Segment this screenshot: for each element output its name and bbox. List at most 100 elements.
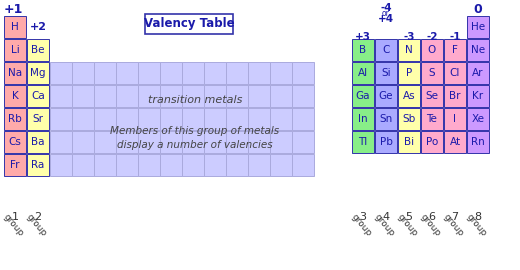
- FancyBboxPatch shape: [270, 108, 292, 130]
- Text: -1: -1: [449, 32, 461, 42]
- Text: Pb: Pb: [380, 137, 393, 147]
- FancyBboxPatch shape: [160, 108, 182, 130]
- FancyBboxPatch shape: [50, 62, 72, 84]
- Text: or: or: [382, 9, 390, 18]
- FancyBboxPatch shape: [270, 85, 292, 107]
- FancyBboxPatch shape: [398, 39, 420, 61]
- Text: C: C: [382, 45, 389, 55]
- FancyBboxPatch shape: [182, 154, 204, 176]
- FancyBboxPatch shape: [292, 131, 314, 153]
- FancyBboxPatch shape: [4, 85, 26, 107]
- Text: Ne: Ne: [471, 45, 485, 55]
- FancyBboxPatch shape: [375, 62, 397, 84]
- FancyBboxPatch shape: [50, 131, 72, 153]
- Text: Cs: Cs: [8, 137, 21, 147]
- FancyBboxPatch shape: [444, 85, 466, 107]
- FancyBboxPatch shape: [226, 108, 248, 130]
- FancyBboxPatch shape: [160, 154, 182, 176]
- Text: In: In: [358, 114, 368, 124]
- FancyBboxPatch shape: [182, 85, 204, 107]
- FancyBboxPatch shape: [27, 131, 49, 153]
- Text: 1: 1: [11, 212, 19, 222]
- FancyBboxPatch shape: [94, 154, 116, 176]
- Text: 6: 6: [428, 212, 436, 222]
- Text: Sr: Sr: [32, 114, 44, 124]
- Text: +3: +3: [355, 32, 371, 42]
- FancyBboxPatch shape: [116, 108, 138, 130]
- FancyBboxPatch shape: [204, 131, 226, 153]
- FancyBboxPatch shape: [94, 131, 116, 153]
- FancyBboxPatch shape: [421, 131, 443, 153]
- FancyBboxPatch shape: [421, 62, 443, 84]
- Text: -2: -2: [426, 32, 438, 42]
- Text: Tl: Tl: [358, 137, 368, 147]
- Text: Kr: Kr: [473, 91, 484, 101]
- Text: Bi: Bi: [404, 137, 414, 147]
- FancyBboxPatch shape: [270, 62, 292, 84]
- Text: Ar: Ar: [472, 68, 484, 78]
- FancyBboxPatch shape: [182, 108, 204, 130]
- FancyBboxPatch shape: [444, 131, 466, 153]
- FancyBboxPatch shape: [4, 16, 26, 38]
- FancyBboxPatch shape: [138, 62, 160, 84]
- FancyBboxPatch shape: [116, 154, 138, 176]
- FancyBboxPatch shape: [204, 85, 226, 107]
- FancyBboxPatch shape: [398, 62, 420, 84]
- FancyBboxPatch shape: [138, 131, 160, 153]
- FancyBboxPatch shape: [398, 85, 420, 107]
- FancyBboxPatch shape: [467, 85, 489, 107]
- FancyBboxPatch shape: [352, 39, 374, 61]
- Text: Ge: Ge: [379, 91, 393, 101]
- FancyBboxPatch shape: [27, 39, 49, 61]
- Text: Se: Se: [425, 91, 438, 101]
- Text: Members of this group of metals
display a number of valencies: Members of this group of metals display …: [110, 126, 280, 150]
- Text: H: H: [11, 22, 19, 32]
- Text: I: I: [453, 114, 457, 124]
- FancyBboxPatch shape: [27, 154, 49, 176]
- Text: +1: +1: [4, 3, 23, 16]
- FancyBboxPatch shape: [116, 62, 138, 84]
- FancyBboxPatch shape: [398, 131, 420, 153]
- Text: P: P: [406, 68, 412, 78]
- Text: group: group: [349, 212, 373, 238]
- FancyBboxPatch shape: [72, 108, 94, 130]
- Text: +2: +2: [30, 22, 46, 32]
- FancyBboxPatch shape: [226, 131, 248, 153]
- Text: B: B: [359, 45, 367, 55]
- FancyBboxPatch shape: [352, 131, 374, 153]
- Text: Ba: Ba: [31, 137, 45, 147]
- FancyBboxPatch shape: [182, 131, 204, 153]
- FancyBboxPatch shape: [27, 108, 49, 130]
- FancyBboxPatch shape: [94, 108, 116, 130]
- FancyBboxPatch shape: [248, 131, 270, 153]
- Text: group: group: [24, 212, 48, 238]
- FancyBboxPatch shape: [138, 108, 160, 130]
- Text: Valency Table: Valency Table: [144, 18, 235, 31]
- FancyBboxPatch shape: [27, 62, 49, 84]
- Text: +4: +4: [378, 14, 394, 24]
- Text: Br: Br: [449, 91, 461, 101]
- FancyBboxPatch shape: [204, 108, 226, 130]
- FancyBboxPatch shape: [467, 16, 489, 38]
- Text: Ra: Ra: [31, 160, 45, 170]
- FancyBboxPatch shape: [4, 108, 26, 130]
- FancyBboxPatch shape: [248, 108, 270, 130]
- Text: 7: 7: [451, 212, 459, 222]
- Text: Sn: Sn: [380, 114, 393, 124]
- Text: Po: Po: [426, 137, 438, 147]
- Text: 8: 8: [474, 212, 482, 222]
- FancyBboxPatch shape: [72, 131, 94, 153]
- Text: At: At: [449, 137, 461, 147]
- FancyBboxPatch shape: [444, 108, 466, 130]
- Text: Te: Te: [426, 114, 437, 124]
- FancyBboxPatch shape: [467, 108, 489, 130]
- FancyBboxPatch shape: [270, 131, 292, 153]
- Text: transition metals: transition metals: [148, 95, 242, 105]
- FancyBboxPatch shape: [4, 131, 26, 153]
- FancyBboxPatch shape: [292, 108, 314, 130]
- FancyBboxPatch shape: [50, 108, 72, 130]
- FancyBboxPatch shape: [292, 85, 314, 107]
- FancyBboxPatch shape: [204, 154, 226, 176]
- FancyBboxPatch shape: [204, 62, 226, 84]
- Text: group: group: [2, 212, 25, 238]
